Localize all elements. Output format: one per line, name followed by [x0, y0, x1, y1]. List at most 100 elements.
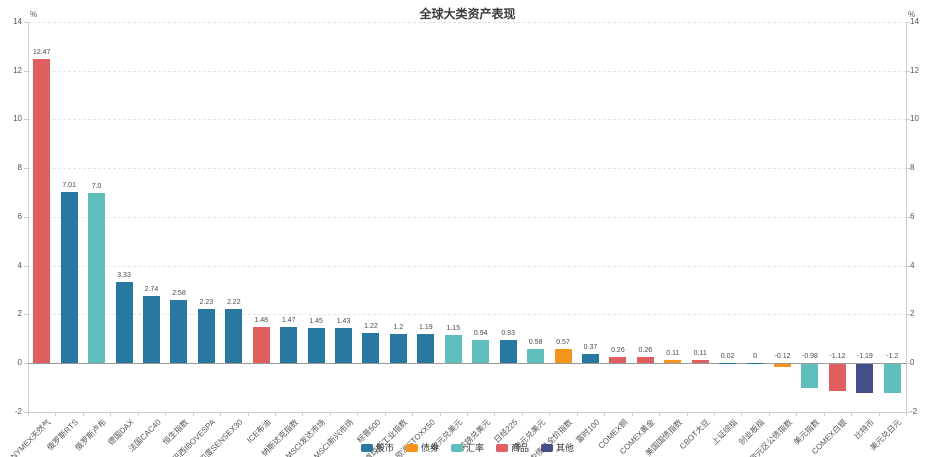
bar-美元兑日元[interactable] — [883, 364, 901, 394]
bar-value-label: 1.43 — [336, 318, 351, 326]
bar-恒生指数[interactable] — [170, 300, 188, 363]
bar-法国CAC40[interactable] — [142, 296, 160, 363]
y-tick-mark — [906, 70, 910, 72]
y-tick-mark — [24, 119, 28, 121]
bar-MSCI发达市场[interactable] — [307, 327, 325, 363]
x-tick-mark — [576, 412, 578, 416]
legend-item-bond[interactable]: 债券 — [405, 441, 439, 454]
legend-label: 汇率 — [465, 443, 484, 453]
bar-印度SENSEX30[interactable] — [225, 308, 243, 363]
bar-美国国债指数[interactable] — [664, 360, 682, 363]
bar-上证综指[interactable] — [719, 362, 737, 363]
y-tick-mark — [906, 411, 910, 413]
x-tick-mark — [549, 412, 551, 416]
h-gridline — [28, 168, 906, 170]
y-tick-mark — [24, 22, 28, 23]
bar-COMEX铜[interactable] — [609, 356, 627, 363]
x-tick-mark — [768, 412, 770, 416]
bar-纳斯达克指数[interactable] — [280, 327, 298, 363]
y-tick-mark — [24, 314, 28, 316]
x-tick-mark — [247, 412, 249, 416]
bar-道琼斯工业指数[interactable] — [389, 333, 407, 363]
legend-item-other[interactable]: 其他 — [541, 441, 574, 454]
x-tick-mark — [302, 412, 304, 416]
bar-澳元兑美元[interactable] — [527, 348, 545, 363]
legend-item-equity[interactable]: 股市 — [360, 441, 394, 454]
x-tick-mark — [713, 412, 715, 416]
legend-marker — [541, 443, 554, 452]
x-tick-mark — [878, 412, 880, 416]
h-gridline — [28, 22, 906, 23]
bar-value-label: 12.47 — [32, 49, 51, 57]
y-tick-mark — [906, 216, 910, 218]
legend-item-commodity[interactable]: 商品 — [496, 441, 529, 454]
legend-marker — [405, 443, 418, 452]
y-tick-label-left: 4 — [17, 260, 22, 270]
bar-value-label: 2.22 — [226, 298, 241, 306]
x-axis-label: 比特币 — [852, 417, 876, 442]
bar-NYMEX天然气[interactable] — [33, 59, 51, 363]
y-axis-unit-left: % — [30, 10, 38, 19]
x-tick-mark — [906, 412, 907, 416]
y-tick-label-left: 10 — [13, 114, 22, 124]
h-gridline — [28, 265, 906, 267]
bar-value-label: 0.57 — [556, 339, 570, 347]
bar-巴西IBOVESPA[interactable] — [197, 308, 215, 363]
y-tick-label-left: -2 — [14, 406, 22, 416]
h-gridline — [28, 119, 906, 121]
bar-value-label: 1.2 — [393, 323, 404, 331]
bar-MSCI新兴市场[interactable] — [335, 328, 353, 363]
x-tick-mark — [741, 412, 743, 416]
bar-COMEX黄金[interactable] — [636, 356, 654, 363]
bar-value-label: 2.58 — [172, 290, 186, 298]
bar-CBOT大豆[interactable] — [691, 360, 709, 363]
bar-value-label: 2.74 — [144, 286, 159, 294]
bar-value-label: -0.98 — [801, 353, 818, 360]
legend-item-fx[interactable]: 汇率 — [450, 441, 484, 454]
h-gridline — [28, 70, 906, 72]
bar-比特币[interactable] — [856, 364, 874, 393]
y-tick-label-left: 8 — [17, 163, 22, 173]
bar-value-label: 1.22 — [364, 323, 378, 331]
x-tick-mark — [494, 412, 496, 416]
y-tick-mark — [24, 216, 28, 218]
bar-俄罗斯RTS[interactable] — [60, 192, 78, 363]
x-tick-mark — [796, 412, 798, 416]
bar-value-label: 7.0 — [91, 182, 102, 190]
bar-标普500[interactable] — [362, 333, 380, 363]
bar-COMEX白银[interactable] — [828, 364, 846, 392]
x-tick-mark — [851, 412, 853, 416]
bar-美元指数[interactable] — [801, 364, 819, 388]
x-tick-mark — [357, 412, 359, 416]
bar-value-label: 2.23 — [199, 298, 214, 306]
bar-富时100[interactable] — [581, 353, 599, 363]
bar-欧元区公债指数[interactable] — [774, 364, 792, 367]
y-tick-label-left: 12 — [13, 65, 22, 75]
bar-value-label: 0.58 — [528, 338, 543, 346]
legend-label: 其他 — [556, 443, 575, 453]
bar-创业板指[interactable] — [746, 362, 764, 363]
bar-日经225[interactable] — [499, 340, 517, 363]
bar-value-label: 7.01 — [62, 182, 76, 190]
legend-label: 股市 — [375, 443, 394, 453]
y-tick-label-right: 12 — [910, 65, 919, 75]
bar-德国DAX[interactable] — [115, 281, 133, 363]
bar-俄罗斯卢布[interactable] — [88, 192, 106, 363]
y-tick-mark — [24, 168, 28, 170]
bar-value-label: 1.45 — [309, 317, 323, 325]
bar-value-label: 0.37 — [583, 343, 598, 351]
bar-value-label: 1.47 — [281, 317, 296, 325]
x-tick-mark — [137, 412, 139, 416]
y-tick-label-right: 0 — [910, 358, 915, 367]
bar-英镑兑美元[interactable] — [472, 340, 490, 363]
bar-ICE布油[interactable] — [252, 326, 270, 363]
x-tick-mark — [274, 412, 276, 416]
bar-欧元兑美元[interactable] — [444, 334, 462, 363]
bar-欧洲STOXX50[interactable] — [417, 334, 435, 363]
bar-value-label: -1.19 — [856, 353, 873, 360]
y-tick-label-left: 0 — [17, 358, 22, 367]
y-tick-label-right: 2 — [910, 309, 915, 319]
y-tick-label-left: 2 — [17, 309, 22, 319]
bar-中债总全价指数[interactable] — [554, 349, 572, 363]
